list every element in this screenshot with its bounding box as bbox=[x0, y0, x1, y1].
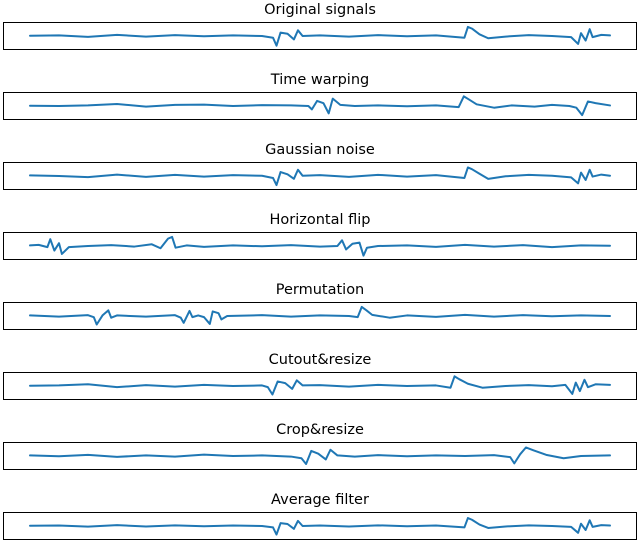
signal-line bbox=[29, 305, 611, 326]
panel-title: Gaussian noise bbox=[265, 142, 375, 158]
panel-4: Horizontal flip bbox=[3, 212, 637, 260]
signal-line bbox=[29, 166, 611, 187]
axes-frame bbox=[3, 22, 637, 50]
panel-6: Cutout&resize bbox=[3, 352, 637, 400]
axes-frame bbox=[3, 92, 637, 120]
signal-line bbox=[29, 446, 611, 465]
signal-line bbox=[29, 517, 611, 536]
panel-1: Original signals bbox=[3, 2, 637, 50]
axes-frame bbox=[3, 512, 637, 540]
panel-title: Average filter bbox=[271, 492, 369, 508]
panel-title: Cutout&resize bbox=[269, 352, 372, 368]
signal-line bbox=[29, 25, 611, 47]
signal-line bbox=[29, 95, 611, 117]
panel-7: Crop&resize bbox=[3, 422, 637, 470]
axes-frame bbox=[3, 442, 637, 470]
axes-frame bbox=[3, 302, 637, 330]
panel-title: Permutation bbox=[276, 282, 365, 298]
signal-line bbox=[29, 235, 611, 257]
panel-5: Permutation bbox=[3, 282, 637, 330]
axes-frame bbox=[3, 162, 637, 190]
panel-8: Average filter bbox=[3, 492, 637, 540]
axes-frame bbox=[3, 232, 637, 260]
panel-title: Crop&resize bbox=[276, 422, 364, 438]
panel-title: Horizontal flip bbox=[269, 212, 370, 228]
panel-title: Time warping bbox=[270, 72, 369, 88]
panel-3: Gaussian noise bbox=[3, 142, 637, 190]
panel-title: Original signals bbox=[264, 2, 376, 18]
panel-2: Time warping bbox=[3, 72, 637, 120]
axes-frame bbox=[3, 372, 637, 400]
signal-line bbox=[29, 375, 611, 396]
